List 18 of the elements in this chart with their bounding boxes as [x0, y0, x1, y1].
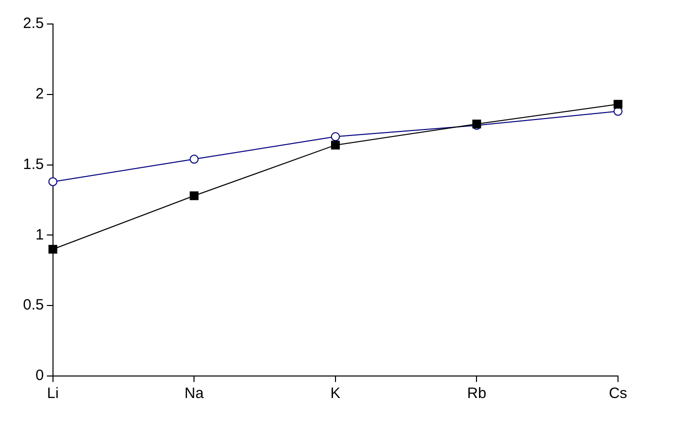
y-tick-label: 2	[36, 86, 44, 103]
point	[48, 244, 58, 254]
x-tick-label: Li	[47, 385, 59, 402]
point	[330, 132, 340, 142]
y-tick-label: 0.5	[22, 296, 44, 314]
x-tick-label: Rb	[467, 385, 486, 402]
x-tick-label: K	[330, 385, 340, 402]
point	[614, 100, 622, 109]
point	[190, 191, 199, 200]
y-tick-label: 1.5	[22, 156, 44, 173]
point	[190, 154, 199, 164]
y-tick-label: 2.5	[22, 15, 44, 32]
x-tick-label: Cs	[608, 385, 628, 402]
point	[331, 140, 340, 150]
point	[48, 177, 58, 186]
y-tick-label: 0	[36, 367, 44, 384]
y-tick-label: 1	[36, 226, 44, 244]
x-tick-label: Na	[184, 385, 204, 402]
